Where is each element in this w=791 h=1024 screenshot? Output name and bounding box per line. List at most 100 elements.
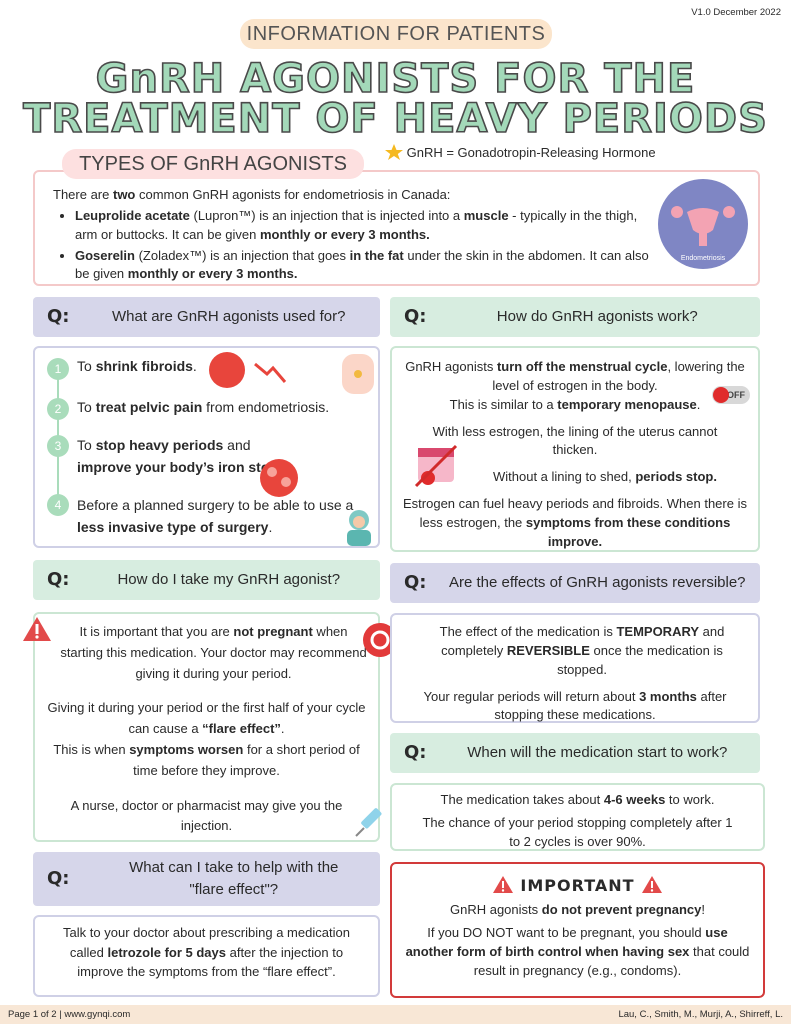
reversible-box: The effect of the medication is TEMPORAR…: [390, 613, 760, 723]
text-run: do not prevent pregnancy: [541, 902, 702, 918]
text-run: 3 months: [639, 688, 697, 704]
decoration: [671, 206, 683, 218]
text-run: The effect of the medication is: [439, 624, 617, 639]
number: 1: [47, 358, 69, 380]
text-run: , lowering the level of estrogen in the …: [492, 359, 745, 393]
text-run: symptoms from these conditions improve.: [525, 514, 731, 549]
text-run: With less estrogen, the lining of the ut…: [432, 423, 718, 458]
text-run: REVERSIBLE: [506, 642, 590, 658]
text-run: when starting this medication. Your doct…: [60, 624, 367, 681]
text-run: .: [696, 396, 701, 412]
text-run: less invasive type of surgery: [77, 519, 269, 536]
text-run: GnRH agonists: [405, 359, 497, 374]
reverse-icon: [363, 623, 397, 657]
text-run: GnRH = Gonadotropin-Releasing Hormone: [406, 145, 656, 160]
text-run: If you DO NOT want to be pregnant, you s…: [427, 925, 706, 941]
flare-box: Talk to your doctor about prescribing a …: [33, 915, 380, 997]
decoration: [651, 881, 654, 888]
text-run: under the skin in the abdomen. It can al…: [75, 247, 649, 282]
decoration: [254, 362, 287, 383]
decoration: [414, 444, 458, 488]
version: V1.0 December 2022: [691, 7, 781, 18]
text-run: Q:: [404, 571, 427, 593]
decoration: [723, 206, 735, 218]
warning-icon: [492, 876, 513, 893]
text-run: symptoms worsen: [129, 741, 244, 757]
important-heading: IMPORTANT: [404, 874, 751, 897]
decoration: [267, 467, 277, 477]
text-run: Estrogen can fuel heavy periods and fibr…: [403, 496, 747, 530]
text-run: Endometriosis: [681, 255, 726, 262]
decoration: Talk to your doctor about prescribing a …: [55, 923, 358, 982]
off-badge: OFF: [712, 386, 750, 404]
text-run: .: [268, 519, 273, 536]
types-heading: TYPES OF GnRH AGONISTS: [62, 149, 364, 179]
text-run: for a short period of time before they i…: [133, 741, 360, 778]
decoration: [363, 623, 397, 657]
types-box: There are two common GnRH agonists for e…: [33, 170, 760, 286]
text-run: to work.: [665, 792, 715, 807]
fibroid-icon: [209, 352, 287, 388]
decoration: Without a lining to shed, periods stop.: [400, 468, 750, 487]
decoration: Estrogen can fuel heavy periods and fibr…: [400, 495, 750, 552]
decoration: [418, 448, 454, 457]
text-run: monthly or every 3 months.: [127, 266, 298, 282]
text-run: (Zoladex™) is an injection that goes: [134, 247, 350, 263]
text-run: How do I take my GnRH agonist?: [117, 571, 341, 589]
text-run: not pregnant: [233, 624, 313, 639]
text-run: from endometriosis.: [202, 399, 330, 415]
types-list: Leuprolide acetate (Lupron™) is an injec…: [75, 207, 653, 284]
decoration: The medication takes about 4-6 weeks to …: [406, 791, 749, 810]
decoration: [35, 624, 39, 634]
text-run: common GnRH agonists for endometriosis i…: [135, 187, 451, 202]
text-run: (Lupron™) is an injection that is inject…: [189, 207, 464, 223]
text-run: stop heavy periods: [95, 437, 224, 453]
text-run: letrozole for 5 days: [107, 944, 226, 960]
text-run: Your regular periods will return about: [423, 688, 640, 704]
text-run: .: [192, 358, 197, 374]
item: To stop heavy periods and improve your b…: [77, 434, 297, 479]
number: 4: [47, 494, 69, 516]
text-run: after the injection to improve the sympt…: [77, 944, 344, 980]
decoration: [650, 889, 654, 892]
text-run: Q:: [47, 568, 70, 590]
decoration: [353, 516, 365, 528]
text-run: turn off the menstrual cycle: [496, 359, 668, 374]
decoration: [260, 459, 298, 497]
important-box: IMPORTANT GnRH agonists do not prevent p…: [390, 862, 765, 998]
warning-icon: [23, 617, 51, 641]
decoration: It is important that you are not pregnan…: [45, 622, 368, 684]
text-run: What can I take to help with the "flare …: [129, 859, 339, 898]
kicker: INFORMATION FOR PATIENTS: [240, 19, 552, 49]
text-run: The chance of your period stopping compl…: [422, 814, 733, 849]
text-run: A nurse, doctor or pharmacist may give y…: [70, 797, 343, 834]
star-icon: [385, 144, 403, 160]
text-run: Without a lining to shed,: [493, 469, 636, 485]
text-run: When will the medication start to work?: [467, 744, 728, 762]
text-run: Leuprolide acetate: [75, 207, 190, 223]
calendar-icon: [414, 444, 458, 488]
decoration: [35, 635, 39, 639]
text-run: This is when: [53, 741, 130, 757]
decoration: [421, 471, 435, 485]
decoration: Goserelin (Zoladex™) is an injection tha…: [75, 247, 653, 285]
decoration: [713, 387, 729, 403]
uses-box: 1 To shrink fibroids. 2 To treat pelvic …: [33, 346, 380, 548]
pelvis-icon: [342, 354, 374, 394]
footer: Page 1 of 2 | www.gynqi.com Lau, C., Smit…: [0, 1005, 791, 1024]
text-run: periods stop.: [635, 469, 717, 485]
decoration: [209, 352, 245, 388]
decoration: The chance of your period stopping compl…: [406, 814, 749, 852]
text-run: To: [77, 437, 96, 453]
decoration: A nurse, doctor or pharmacist may give y…: [45, 796, 368, 838]
footer-right: Lau, C., Smith, M., Murji, A., Shirreff,…: [618, 1009, 783, 1020]
decoration: The effect of the medication is TEMPORAR…: [406, 623, 744, 680]
text-run: monthly or every 3 months.: [259, 226, 430, 242]
text-run: Q:: [47, 867, 70, 889]
decoration: [687, 208, 719, 234]
text-run: that could result in pregnancy (e.g., co…: [473, 943, 750, 978]
warning-icon: [642, 876, 663, 893]
text-run: Q:: [47, 305, 70, 327]
decoration: Giving it during your period or the firs…: [45, 698, 368, 781]
text-run: two: [112, 187, 136, 202]
